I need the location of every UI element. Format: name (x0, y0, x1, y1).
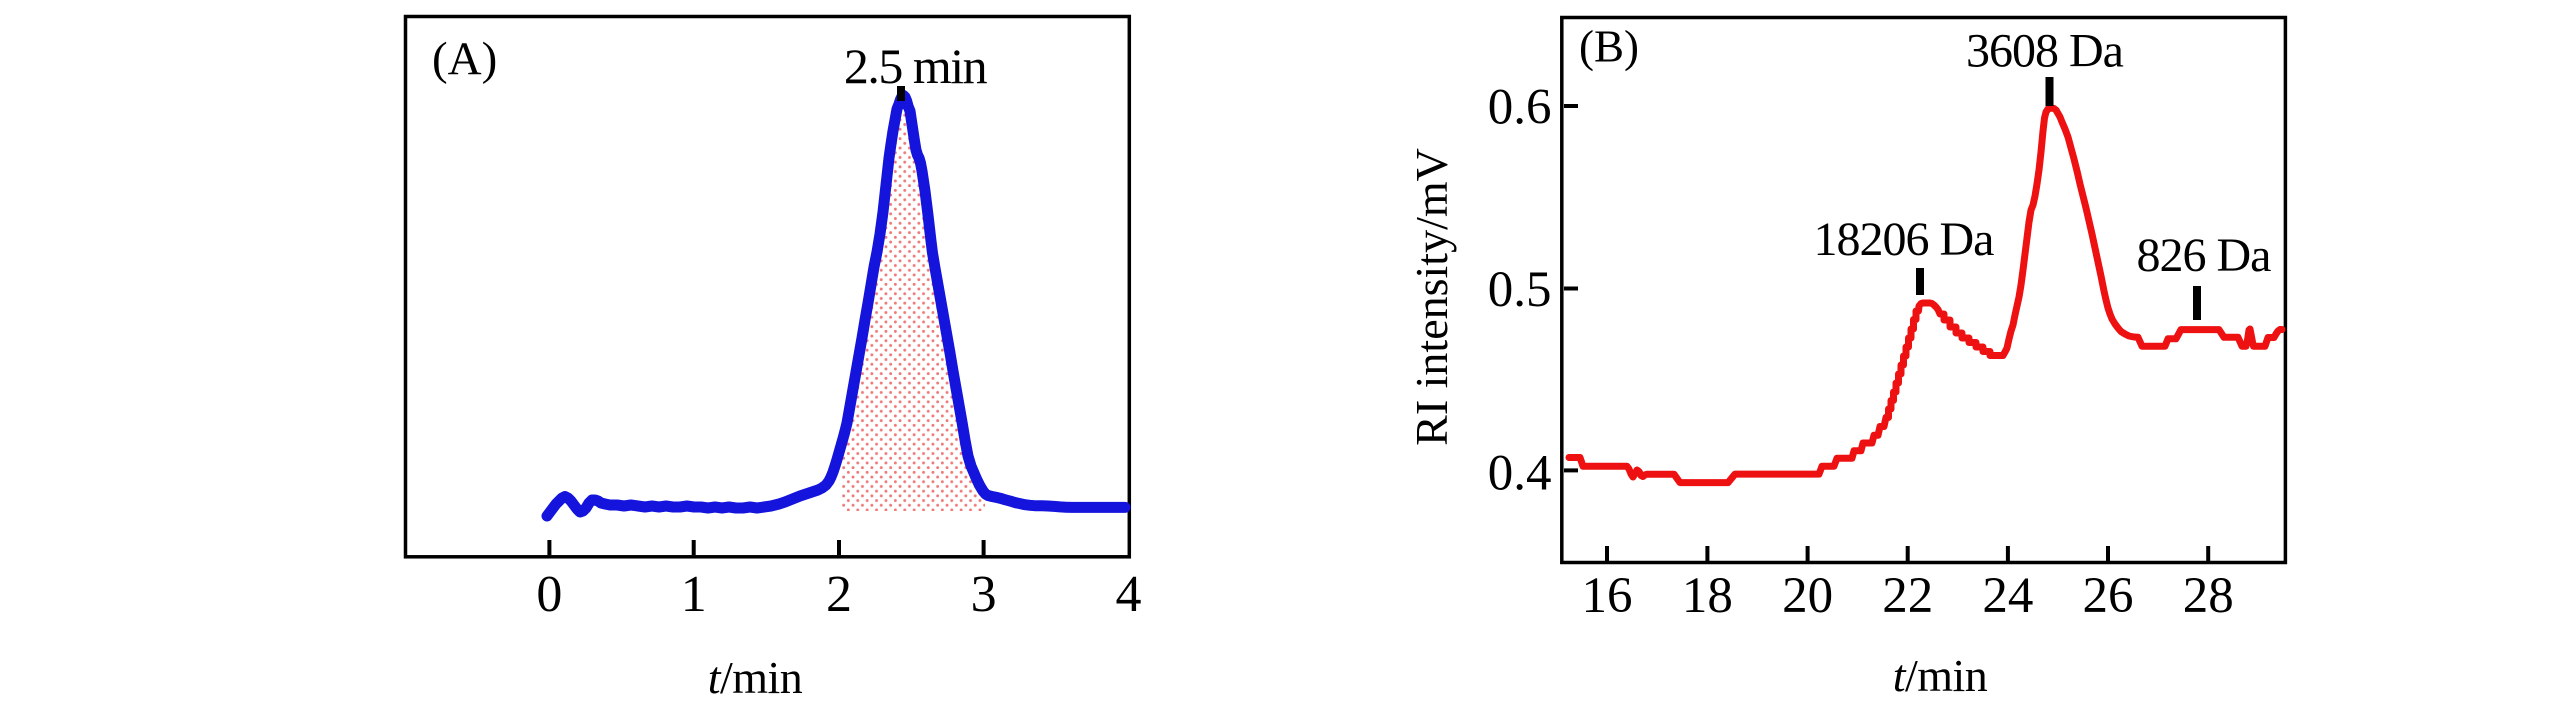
svg-text:4: 4 (1116, 566, 1142, 623)
svg-text:20: 20 (1782, 568, 1833, 624)
svg-text:28: 28 (2183, 568, 2234, 624)
svg-text:t/min: t/min (1893, 650, 1988, 701)
svg-text:3608 Da: 3608 Da (1966, 25, 2124, 78)
svg-text:RI intensity/mV: RI intensity/mV (1406, 148, 1457, 446)
svg-text:16: 16 (1582, 568, 1633, 624)
svg-text:3: 3 (971, 566, 997, 623)
svg-text:18: 18 (1682, 568, 1733, 624)
svg-text:18206 Da: 18206 Da (1814, 213, 1995, 266)
svg-text:0: 0 (536, 566, 562, 623)
svg-text:0.4: 0.4 (1488, 446, 1552, 502)
svg-text:t/min: t/min (708, 652, 803, 703)
svg-text:(A): (A) (432, 33, 497, 85)
svg-text:(B): (B) (1579, 22, 1639, 72)
svg-text:24: 24 (1982, 568, 2033, 624)
svg-text:0.6: 0.6 (1488, 80, 1552, 136)
svg-text:0.5: 0.5 (1488, 262, 1552, 318)
svg-text:826 Da: 826 Da (2137, 229, 2272, 282)
svg-text:1: 1 (681, 566, 707, 623)
svg-text:2.5 min: 2.5 min (844, 38, 988, 94)
svg-text:2: 2 (826, 566, 852, 623)
svg-text:26: 26 (2083, 568, 2134, 624)
svg-text:22: 22 (1882, 568, 1933, 624)
